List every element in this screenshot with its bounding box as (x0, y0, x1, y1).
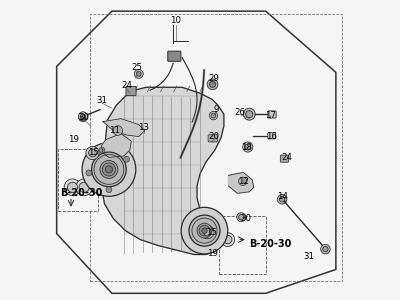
Circle shape (134, 69, 143, 78)
Circle shape (277, 194, 287, 204)
FancyBboxPatch shape (168, 51, 181, 61)
Circle shape (209, 112, 218, 120)
Circle shape (86, 170, 92, 176)
Circle shape (237, 213, 246, 222)
Circle shape (202, 228, 207, 233)
Circle shape (68, 182, 78, 192)
Text: 18: 18 (241, 142, 252, 152)
Circle shape (323, 247, 328, 252)
Text: 19: 19 (68, 135, 78, 144)
Circle shape (189, 215, 220, 246)
Circle shape (245, 144, 251, 150)
Text: 30: 30 (78, 113, 89, 122)
Text: 20: 20 (209, 132, 220, 141)
Circle shape (207, 79, 218, 90)
Circle shape (199, 225, 210, 236)
Circle shape (80, 115, 86, 120)
Circle shape (321, 244, 330, 254)
Text: 12: 12 (238, 177, 249, 186)
Text: 31: 31 (96, 96, 107, 105)
Text: 29: 29 (208, 74, 219, 83)
Polygon shape (102, 134, 131, 158)
Circle shape (246, 111, 253, 118)
Bar (220, 216, 266, 274)
Circle shape (78, 113, 88, 122)
Circle shape (106, 187, 112, 193)
Circle shape (192, 218, 217, 243)
Circle shape (243, 142, 253, 152)
Text: 13: 13 (138, 123, 149, 132)
Polygon shape (103, 118, 145, 136)
Circle shape (113, 126, 123, 135)
Text: 24: 24 (121, 81, 132, 90)
Circle shape (136, 71, 141, 76)
Text: 15: 15 (206, 228, 217, 237)
Text: 11: 11 (109, 126, 120, 135)
Text: 30: 30 (241, 214, 252, 223)
Text: B-20-30: B-20-30 (249, 239, 292, 249)
Text: 10: 10 (170, 16, 181, 25)
FancyBboxPatch shape (208, 135, 217, 142)
Polygon shape (102, 87, 224, 254)
Circle shape (102, 163, 116, 176)
Bar (90, 14, 342, 281)
Circle shape (211, 113, 216, 118)
Circle shape (221, 233, 235, 247)
FancyBboxPatch shape (280, 155, 289, 162)
Circle shape (78, 112, 88, 121)
Circle shape (82, 142, 136, 196)
Circle shape (280, 196, 285, 202)
FancyBboxPatch shape (268, 133, 276, 139)
Circle shape (210, 81, 216, 87)
Circle shape (89, 149, 96, 157)
Text: 19: 19 (207, 248, 218, 257)
Circle shape (124, 156, 130, 162)
Circle shape (238, 214, 244, 220)
Circle shape (181, 207, 228, 254)
Text: 14: 14 (277, 192, 288, 201)
Circle shape (100, 160, 118, 178)
Circle shape (94, 154, 124, 184)
Circle shape (80, 114, 85, 118)
Circle shape (238, 177, 247, 185)
Polygon shape (228, 172, 254, 193)
Bar (58, 148, 98, 211)
Circle shape (204, 228, 211, 236)
Circle shape (92, 152, 126, 187)
Text: 26: 26 (235, 108, 246, 117)
Text: 31: 31 (304, 251, 314, 260)
Text: 9: 9 (214, 105, 219, 114)
Text: 15: 15 (88, 148, 100, 158)
Circle shape (86, 146, 99, 160)
Text: 24: 24 (281, 153, 292, 162)
Circle shape (201, 226, 214, 239)
Circle shape (76, 179, 92, 196)
Text: 25: 25 (132, 63, 143, 72)
Text: B-20-30: B-20-30 (60, 188, 103, 198)
Text: 16: 16 (266, 132, 277, 141)
Circle shape (105, 166, 112, 173)
Circle shape (224, 236, 232, 244)
FancyBboxPatch shape (126, 86, 136, 96)
FancyBboxPatch shape (268, 111, 276, 118)
Circle shape (243, 108, 255, 120)
Circle shape (99, 147, 105, 153)
Circle shape (79, 182, 89, 192)
Circle shape (64, 179, 81, 196)
Circle shape (197, 223, 212, 238)
Text: 17: 17 (265, 111, 276, 120)
